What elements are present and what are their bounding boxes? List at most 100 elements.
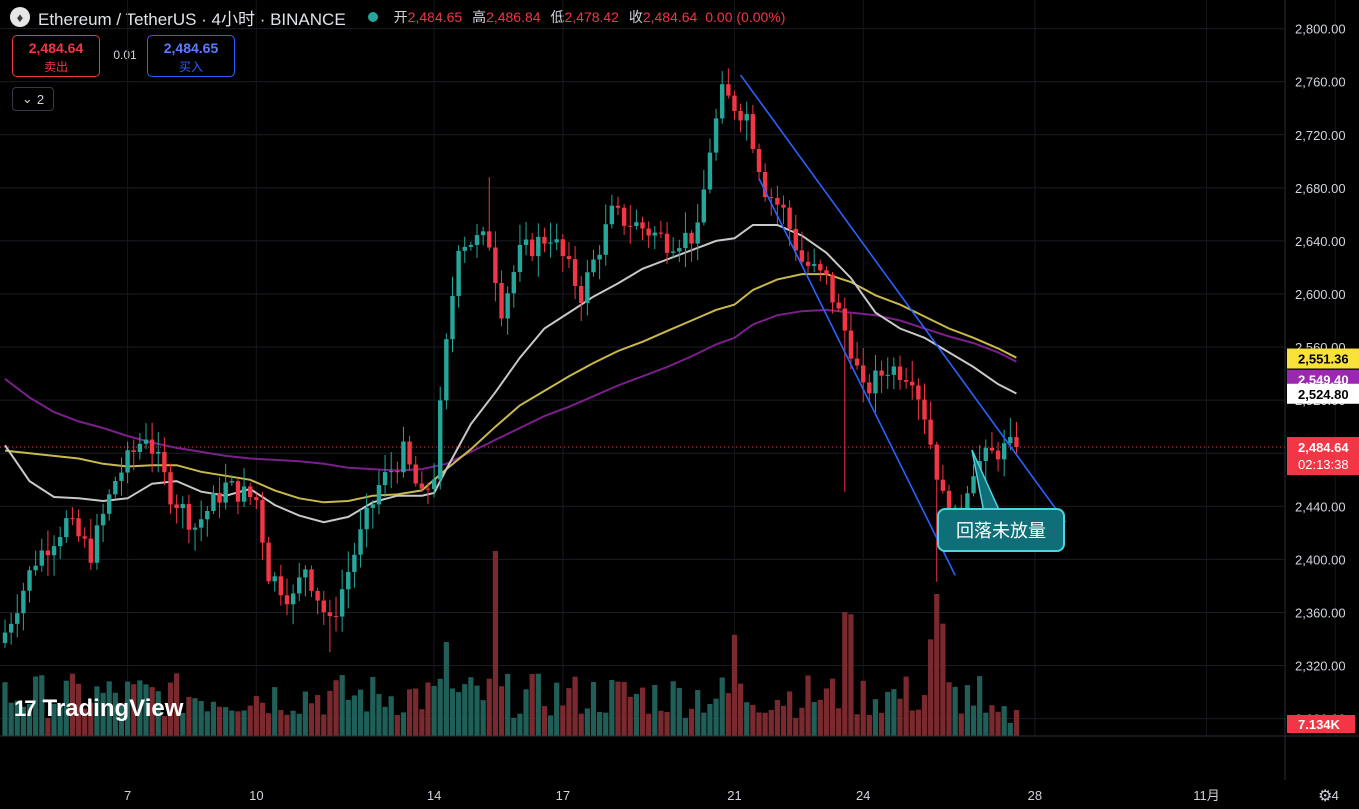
- volume-bar: [799, 707, 805, 736]
- volume-bar: [388, 696, 394, 736]
- volume-bar: [682, 717, 689, 736]
- volume-bar: [964, 685, 971, 736]
- volume-bar: [216, 706, 223, 736]
- volume-bar: [161, 716, 167, 736]
- candle-body: [628, 225, 633, 227]
- last-price-tag-bg: [1287, 437, 1359, 476]
- candle-body: [517, 244, 523, 273]
- volume-bar: [878, 712, 885, 736]
- volume-bar: [394, 715, 400, 736]
- volume-bar: [14, 700, 20, 736]
- candle-body: [664, 233, 670, 253]
- candle-body: [137, 443, 143, 452]
- volume-bar: [376, 694, 382, 736]
- price-tick-label: 2,400.00: [1295, 552, 1346, 567]
- price-tick-label: 2,640.00: [1295, 234, 1346, 249]
- volume-bar: [921, 695, 928, 736]
- candle-body: [621, 207, 627, 226]
- volume-bar: [431, 685, 437, 736]
- candle-body: [934, 444, 939, 480]
- volume-bar: [468, 677, 474, 736]
- volume-bar: [75, 683, 82, 736]
- volume-bar: [891, 689, 897, 736]
- volume-bar: [774, 700, 780, 736]
- candle-body: [903, 380, 909, 382]
- volume-bar: [639, 687, 646, 736]
- trend-channel[interactable]: [739, 74, 1067, 576]
- market-status-icon: [367, 12, 378, 22]
- volume-bar: [885, 691, 891, 736]
- candle-body: [51, 546, 57, 556]
- candle-body: [217, 492, 222, 503]
- price-axis[interactable]: 2,800.00 2,760.00 2,720.00 2,680.00 2,640.00…: [1284, 0, 1359, 780]
- sell-button[interactable]: 2,484.64 卖出: [12, 35, 100, 77]
- candle-body: [591, 259, 596, 273]
- time-axis[interactable]: 7 10 14 17 21 24 28 11月 4: [0, 735, 1359, 803]
- volume-bar: [167, 682, 174, 736]
- candle-body: [922, 399, 927, 420]
- candle-body: [339, 589, 345, 617]
- volume-bar: [296, 713, 302, 736]
- volume-bar: [940, 623, 946, 736]
- gear-icon[interactable]: ⚙: [1318, 788, 1333, 805]
- candle-body: [830, 274, 835, 303]
- candle-body: [205, 511, 210, 520]
- time-tick-label: 21: [727, 788, 741, 803]
- volume-bar: [437, 678, 443, 736]
- candles: [2, 68, 1019, 653]
- volume-bar: [364, 711, 370, 736]
- volume-bar: [302, 691, 308, 736]
- candle-body: [683, 232, 688, 249]
- volume-bar: [278, 710, 284, 736]
- volume-bar: [94, 686, 100, 736]
- candle-body: [658, 232, 664, 234]
- trendline-lower: [758, 178, 956, 576]
- volume-bar: [780, 705, 787, 736]
- volume-bar: [829, 678, 836, 736]
- candle-body: [1001, 443, 1007, 460]
- volume-bar: [370, 677, 376, 736]
- volume-bar: [210, 701, 217, 736]
- candle-body: [468, 244, 474, 247]
- sell-label: 卖出: [43, 60, 68, 74]
- candle-body: [910, 381, 915, 386]
- volume-bar: [308, 703, 315, 736]
- volume-bar: [241, 710, 247, 736]
- volume-tag: 7.134K: [1298, 717, 1341, 732]
- candle-body: [640, 222, 645, 229]
- candle-body: [762, 172, 768, 198]
- candle-body: [278, 576, 284, 596]
- eth-icon: ♦: [10, 7, 30, 27]
- candle-body: [572, 259, 578, 286]
- volume-bar: [750, 704, 756, 736]
- annotation-callout[interactable]: 回落未放量: [937, 508, 1065, 552]
- volume-bar: [615, 681, 621, 736]
- candle-body: [57, 537, 63, 547]
- volume-bar: [983, 712, 989, 736]
- close-label: 收: [628, 9, 643, 25]
- candle-body: [585, 272, 590, 303]
- symbol-title[interactable]: Ethereum / TetherUS · 4小时 · BINANCE: [38, 9, 346, 29]
- volume-bar: [989, 705, 995, 736]
- volume-bar: [400, 712, 407, 736]
- candle-body: [769, 197, 774, 199]
- buy-button[interactable]: 2,484.65 买入: [147, 35, 235, 77]
- candle-body: [646, 228, 651, 236]
- close-value: 2,484.64: [642, 9, 698, 25]
- candle-body: [180, 503, 185, 509]
- volume-bar: [272, 687, 278, 736]
- volume-bar: [492, 551, 498, 736]
- candle-body: [450, 295, 455, 340]
- candle-body: [560, 239, 566, 257]
- indicators-toggle-button[interactable]: ⌄ 2: [12, 87, 54, 111]
- candle-body: [891, 366, 897, 375]
- candle-body: [775, 197, 780, 205]
- volume-bar: [26, 703, 33, 736]
- candle-body: [861, 365, 866, 383]
- volume-bar: [20, 706, 26, 736]
- volume-bar: [474, 685, 480, 736]
- candle-body: [732, 95, 737, 111]
- volume-bar: [762, 712, 768, 736]
- volume-bar: [823, 688, 830, 736]
